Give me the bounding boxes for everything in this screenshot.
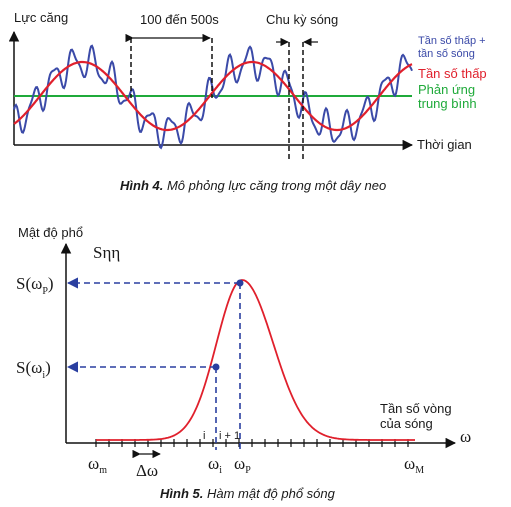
omega-M-main: ω [404,454,415,473]
wi-point [212,363,220,371]
omega-p-main: ω [234,454,245,473]
omega-i-sub: i [219,465,222,476]
delta-omega-label: Δω [136,461,158,480]
period-label: Chu kỳ sóng [266,12,338,27]
s-wi-main: S(ω [16,358,42,377]
omega-i-label: ωi [208,454,222,476]
low-frequency-wave [13,60,413,132]
omega-m-sub: m [99,465,107,476]
omega-m-main: ω [88,454,99,473]
s-wp-sub: P [42,286,48,297]
legend-mean-line2: trung bình [418,96,477,111]
omega-axis-label: ω [460,427,471,446]
tick-i-label: i [203,430,205,442]
omega-M-label: ωM [404,454,424,476]
s-wp-main: S(ω [16,274,42,293]
fig4-x-label: Thời gian [417,137,472,152]
fig5-y-label: Mật độ phổ [18,225,83,240]
legend-high-line1: Tần số thấp + [418,35,486,47]
s-eta-label: Sηη [93,243,120,262]
fig5-caption-bold: Hình 5. [160,486,203,501]
range-label: 100 đến 500s [140,12,219,27]
s-wp-label: S(ωP) [16,274,54,297]
fig4-caption-bold: Hình 4. [120,178,163,193]
fig5-caption: Hình 5. Hàm mật độ phổ sóng [160,486,336,501]
spectrum-curve [96,279,415,441]
tick-i1-label: i + 1 [219,430,240,442]
fig4-caption: Hình 4. Mô phỏng lực căng trong một dây … [120,178,386,193]
omega-m-label: ωm [88,454,107,476]
figure-4: 100 đến 500s Chu kỳ sóng Lực căng Thời g… [8,10,487,193]
peak-point [236,279,244,287]
legend-low: Tần số thấp [418,66,487,81]
fig4-y-label: Lực căng [14,10,68,25]
s-wi-sub: i [42,370,45,381]
omega-i-main: ω [208,454,219,473]
omega-M-sub: M [415,465,424,476]
legend-high-line2: tần số sóng [418,48,475,60]
omega-p-label: ωP [234,454,251,476]
legend-mean-line1: Phản ứng [418,82,475,97]
s-wi-label: S(ωi) [16,358,51,381]
omega-p-sub: P [245,465,251,476]
freq-label-line2: của sóng [380,416,433,431]
s-wp-close: ) [48,274,54,293]
figure-5: Mật độ phổ Sηη S(ωP) S(ωi) i i + 1 Tần s… [16,225,471,501]
fig5-caption-text: Hàm mật độ phổ sóng [203,486,335,501]
s-wi-close: ) [45,358,51,377]
fig4-caption-text: Mô phỏng lực căng trong một dây neo [163,178,386,193]
freq-label-line1: Tần số vòng [380,401,452,416]
